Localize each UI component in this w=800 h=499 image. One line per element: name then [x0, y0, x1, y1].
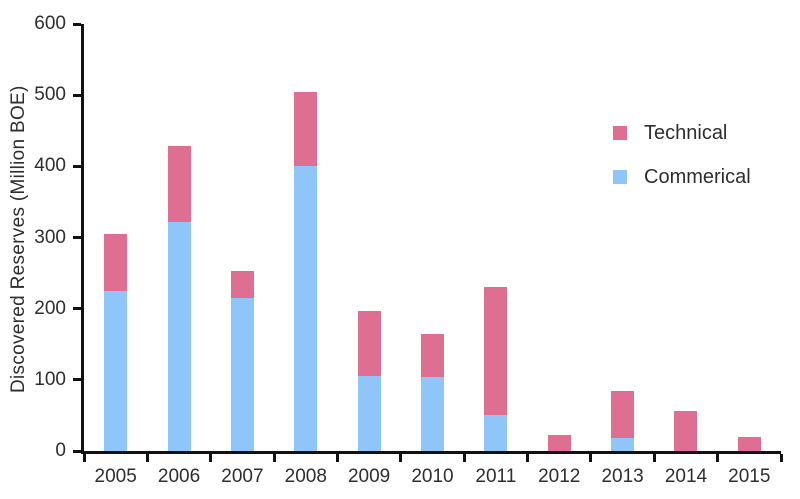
y-axis-tick — [73, 236, 81, 239]
x-tick-label-2011: 2011 — [475, 466, 517, 487]
y-tick-label: 100 — [34, 368, 66, 390]
legend: Technical Commerical — [613, 122, 751, 210]
bar-2005-technical — [104, 233, 128, 291]
y-tick-label: 300 — [34, 226, 66, 248]
y-axis-tick — [73, 164, 81, 168]
x-tick-label-2014: 2014 — [664, 466, 708, 487]
legend-item-commerical: Commerical — [613, 166, 751, 188]
y-tick-label: 200 — [34, 297, 66, 319]
y-axis-tick — [73, 22, 81, 26]
x-axis-tick — [399, 454, 403, 462]
x-tick-label-2013: 2013 — [601, 466, 644, 487]
x-axis-tick — [716, 454, 720, 462]
commerical-color-swatch — [613, 170, 627, 184]
y-tick-label: 0 — [55, 440, 66, 461]
x-axis-tick — [335, 454, 339, 462]
x-axis-tick — [652, 454, 656, 462]
bar-2006-technical — [167, 145, 191, 222]
x-tick-label-2009: 2009 — [347, 466, 391, 487]
y-tick-label: 500 — [34, 84, 66, 106]
bar-2007-commerical — [230, 298, 254, 451]
y-axis-tick — [73, 378, 81, 382]
x-tick-label-2010: 2010 — [411, 466, 454, 487]
x-axis-tick — [462, 454, 466, 462]
y-tick-label: 600 — [34, 13, 66, 34]
technical-color-swatch — [613, 126, 627, 140]
plot-area: 0 100 200 300 400 500 600 2005 2006 2007 2008 2009 2… — [34, 14, 783, 487]
y-axis-tick — [73, 449, 81, 453]
bar-2011-technical — [484, 286, 508, 415]
x-tick-label-2005: 2005 — [94, 466, 137, 487]
bar-2014-technical — [674, 411, 698, 451]
legend-item-technical: Technical — [613, 122, 751, 144]
x-axis-tick — [779, 454, 783, 462]
x-axis-tick — [82, 454, 86, 462]
bar-2010-technical — [421, 333, 444, 377]
bar-2009-commerical — [357, 376, 381, 451]
x-axis-tick — [526, 454, 530, 462]
bar-2012-technical — [547, 435, 571, 451]
x-axis-tick — [272, 454, 276, 462]
bar-2011-commerical — [484, 414, 508, 451]
bar-2010-commerical — [421, 377, 444, 451]
bar-2013-commerical — [611, 438, 635, 451]
bar-2005-commerical — [104, 290, 128, 451]
bar-2015-technical — [737, 437, 761, 451]
bar-2006-commerical — [167, 221, 191, 451]
y-axis-tick — [73, 93, 81, 97]
x-tick-label-2007: 2007 — [221, 466, 264, 487]
y-axis-tick — [73, 307, 81, 311]
x-tick-label-2006: 2006 — [157, 466, 201, 487]
bar-2007-technical — [230, 270, 254, 298]
legend-label-commerical: Commerical — [644, 165, 751, 188]
bar-2009-technical — [357, 310, 381, 377]
x-axis-tick — [589, 454, 593, 462]
x-axis-tick — [145, 454, 149, 462]
bar-2013-technical — [611, 391, 635, 439]
x-axis-tick — [209, 454, 213, 462]
x-tick-label-2015: 2015 — [728, 466, 771, 487]
bar-2008-commerical — [294, 166, 318, 451]
y-tick-label: 400 — [34, 155, 66, 177]
x-tick-label-2012: 2012 — [538, 466, 581, 487]
bar-2008-technical — [294, 91, 318, 167]
legend-label-technical: Technical — [644, 121, 728, 144]
x-tick-label-2008: 2008 — [284, 466, 327, 487]
